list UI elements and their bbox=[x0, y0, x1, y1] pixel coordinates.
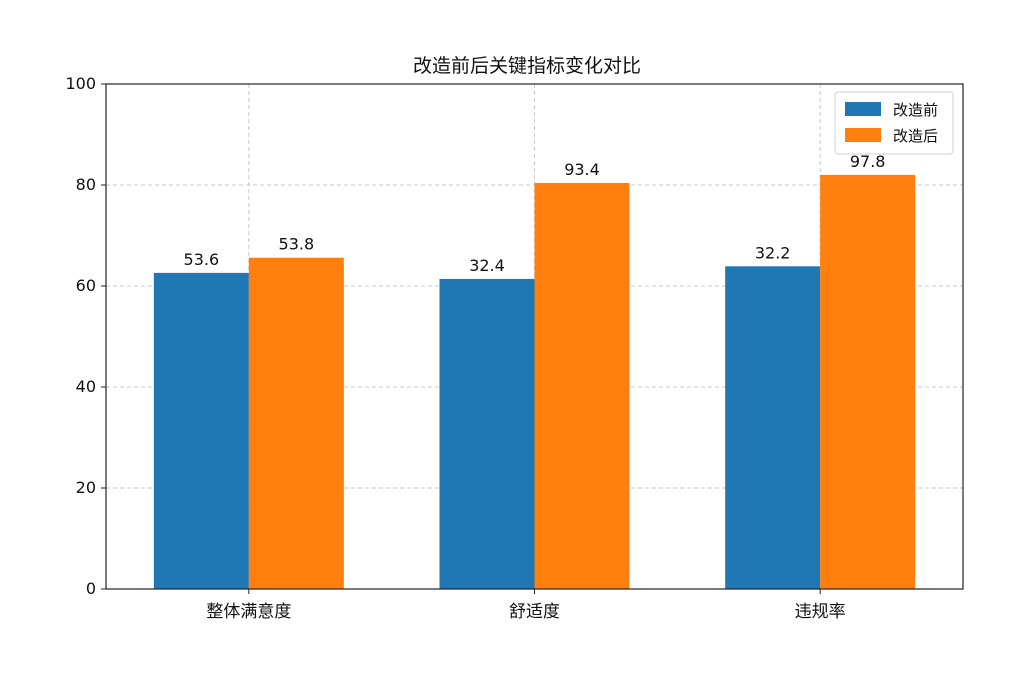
y-tick-label: 0 bbox=[86, 579, 96, 598]
bar bbox=[153, 272, 249, 589]
y-tick-label: 80 bbox=[76, 175, 96, 194]
y-tick-label: 100 bbox=[65, 74, 96, 93]
bar bbox=[820, 174, 916, 589]
x-axis-labels: 整体满意度 舒适度 违规率 bbox=[206, 589, 846, 622]
data-label: 32.4 bbox=[469, 256, 505, 275]
plot-frame bbox=[105, 83, 964, 590]
y-tick-label: 60 bbox=[76, 276, 96, 295]
bar bbox=[534, 182, 630, 590]
data-labels: 53.6 53.8 32.4 93.4 32.2 97.8 bbox=[184, 152, 886, 275]
y-tick-label: 20 bbox=[76, 478, 96, 497]
bars bbox=[153, 174, 916, 590]
bar bbox=[439, 278, 535, 589]
data-label: 93.4 bbox=[564, 160, 600, 179]
data-label: 32.2 bbox=[755, 243, 791, 262]
data-label: 97.8 bbox=[850, 152, 886, 171]
bar bbox=[248, 257, 344, 589]
data-label: 53.8 bbox=[279, 235, 315, 254]
legend-swatch bbox=[845, 102, 881, 116]
chart-title: 改造前后关键指标变化对比 bbox=[413, 55, 641, 77]
y-tick-label: 40 bbox=[76, 377, 96, 396]
legend-swatch bbox=[845, 128, 881, 142]
y-axis-ticks: 0 20 40 60 80 100 bbox=[65, 74, 106, 598]
x-tick-label: 违规率 bbox=[795, 602, 846, 622]
data-label: 53.6 bbox=[184, 250, 220, 269]
legend-label: 改造后 bbox=[893, 127, 938, 145]
legend-label: 改造前 bbox=[893, 101, 938, 119]
bar bbox=[725, 266, 821, 589]
x-tick-label: 舒适度 bbox=[509, 602, 560, 622]
x-tick-label: 整体满意度 bbox=[206, 602, 291, 622]
